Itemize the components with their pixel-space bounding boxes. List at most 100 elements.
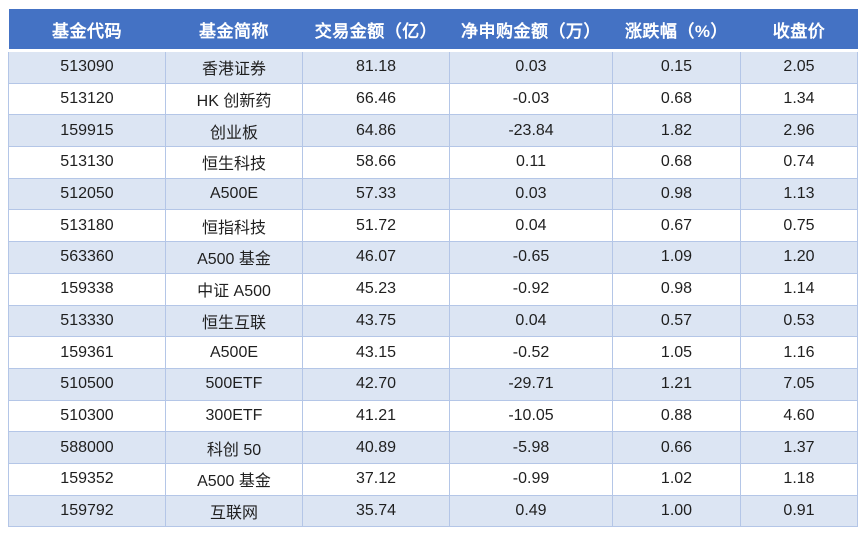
table-row: 588000 科创 50 40.89 -5.98 0.66 1.37 <box>8 431 858 464</box>
table-row: 513130 恒生科技 58.66 0.11 0.68 0.74 <box>8 146 858 179</box>
cell-trade-amount: 64.86 <box>302 114 450 148</box>
cell-trade-amount: 43.15 <box>302 336 450 369</box>
cell-net-subscription: -29.71 <box>449 367 613 401</box>
cell-fund-code: 513180 <box>8 209 166 243</box>
cell-close-price: 0.74 <box>740 146 858 179</box>
cell-fund-code: 513120 <box>8 82 166 116</box>
cell-trade-amount: 43.75 <box>302 304 450 338</box>
column-header-fund-code: 基金代码 <box>8 9 166 52</box>
cell-fund-code: 159352 <box>8 462 166 496</box>
cell-fund-name: HK 创新药 <box>165 82 303 116</box>
cell-fund-code: 563360 <box>8 241 166 274</box>
cell-trade-amount: 66.46 <box>302 82 450 116</box>
cell-trade-amount: 57.33 <box>302 177 450 211</box>
cell-fund-name: 科创 50 <box>165 431 303 464</box>
cell-change-pct: 0.98 <box>612 272 741 306</box>
cell-close-price: 1.16 <box>740 336 858 369</box>
cell-change-pct: 0.68 <box>612 146 741 179</box>
table-row: 159361 A500E 43.15 -0.52 1.05 1.16 <box>8 336 858 369</box>
cell-trade-amount: 81.18 <box>302 50 450 84</box>
cell-close-price: 1.34 <box>740 82 858 116</box>
cell-net-subscription: 0.49 <box>449 494 613 528</box>
cell-net-subscription: 0.03 <box>449 177 613 211</box>
column-header-trade-amount: 交易金额（亿） <box>302 9 450 52</box>
cell-change-pct: 0.66 <box>612 431 741 464</box>
cell-change-pct: 1.09 <box>612 241 741 274</box>
cell-fund-name: 恒生科技 <box>165 146 303 179</box>
cell-fund-name: 恒指科技 <box>165 209 303 243</box>
cell-fund-code: 159338 <box>8 272 166 306</box>
table-row: 512050 A500E 57.33 0.03 0.98 1.13 <box>8 177 858 211</box>
cell-trade-amount: 58.66 <box>302 146 450 179</box>
cell-net-subscription: -0.52 <box>449 336 613 369</box>
cell-fund-name: A500E <box>165 177 303 211</box>
table-row: 159792 互联网 35.74 0.49 1.00 0.91 <box>8 494 858 528</box>
cell-close-price: 7.05 <box>740 367 858 401</box>
cell-change-pct: 1.21 <box>612 367 741 401</box>
cell-change-pct: 1.00 <box>612 494 741 528</box>
table-row: 513120 HK 创新药 66.46 -0.03 0.68 1.34 <box>8 82 858 116</box>
cell-fund-code: 159915 <box>8 114 166 148</box>
cell-fund-name: 创业板 <box>165 114 303 148</box>
cell-change-pct: 0.88 <box>612 399 741 433</box>
cell-net-subscription: 0.04 <box>449 304 613 338</box>
cell-close-price: 1.13 <box>740 177 858 211</box>
table-row: 159352 A500 基金 37.12 -0.99 1.02 1.18 <box>8 462 858 496</box>
cell-close-price: 1.37 <box>740 431 858 464</box>
cell-change-pct: 0.98 <box>612 177 741 211</box>
cell-net-subscription: -0.65 <box>449 241 613 274</box>
cell-fund-name: 300ETF <box>165 399 303 433</box>
cell-fund-name: 互联网 <box>165 494 303 528</box>
cell-fund-name: 500ETF <box>165 367 303 401</box>
fund-table-body: 513090 香港证券 81.18 0.03 0.15 2.05 513120 HK 创新药 6… <box>8 50 858 528</box>
header-row: 基金代码 基金简称 交易金额（亿） 净申购金额（万） 涨跌幅（%） 收盘价 <box>8 9 858 52</box>
cell-net-subscription: -23.84 <box>449 114 613 148</box>
cell-fund-code: 510300 <box>8 399 166 433</box>
cell-close-price: 1.18 <box>740 462 858 496</box>
cell-close-price: 2.05 <box>740 50 858 84</box>
cell-change-pct: 1.05 <box>612 336 741 369</box>
cell-trade-amount: 51.72 <box>302 209 450 243</box>
cell-net-subscription: -0.92 <box>449 272 613 306</box>
column-header-fund-name: 基金简称 <box>165 9 303 52</box>
cell-net-subscription: 0.04 <box>449 209 613 243</box>
cell-fund-code: 510500 <box>8 367 166 401</box>
cell-fund-name: A500 基金 <box>165 462 303 496</box>
cell-fund-code: 513330 <box>8 304 166 338</box>
cell-fund-code: 159792 <box>8 494 166 528</box>
table-row: 159915 创业板 64.86 -23.84 1.82 2.96 <box>8 114 858 148</box>
cell-net-subscription: -0.99 <box>449 462 613 496</box>
cell-trade-amount: 42.70 <box>302 367 450 401</box>
column-header-net-subscription: 净申购金额（万） <box>449 9 613 52</box>
cell-trade-amount: 45.23 <box>302 272 450 306</box>
cell-close-price: 4.60 <box>740 399 858 433</box>
cell-trade-amount: 46.07 <box>302 241 450 274</box>
cell-net-subscription: -5.98 <box>449 431 613 464</box>
cell-change-pct: 1.02 <box>612 462 741 496</box>
cell-trade-amount: 40.89 <box>302 431 450 464</box>
column-header-close-price: 收盘价 <box>740 9 858 52</box>
cell-fund-name: A500 基金 <box>165 241 303 274</box>
cell-fund-code: 159361 <box>8 336 166 369</box>
cell-fund-code: 512050 <box>8 177 166 211</box>
cell-change-pct: 0.57 <box>612 304 741 338</box>
cell-change-pct: 0.68 <box>612 82 741 116</box>
cell-fund-name: 中证 A500 <box>165 272 303 306</box>
cell-close-price: 0.91 <box>740 494 858 528</box>
cell-close-price: 2.96 <box>740 114 858 148</box>
cell-fund-code: 588000 <box>8 431 166 464</box>
cell-net-subscription: -0.03 <box>449 82 613 116</box>
cell-change-pct: 0.15 <box>612 50 741 84</box>
cell-trade-amount: 35.74 <box>302 494 450 528</box>
cell-close-price: 1.14 <box>740 272 858 306</box>
cell-fund-code: 513130 <box>8 146 166 179</box>
cell-net-subscription: 0.03 <box>449 50 613 84</box>
table-row: 513180 恒指科技 51.72 0.04 0.67 0.75 <box>8 209 858 243</box>
column-header-change-pct: 涨跌幅（%） <box>612 9 741 52</box>
fund-table: 基金代码 基金简称 交易金额（亿） 净申购金额（万） 涨跌幅（%） 收盘价 513090 香… <box>8 9 858 528</box>
cell-trade-amount: 37.12 <box>302 462 450 496</box>
cell-close-price: 0.75 <box>740 209 858 243</box>
table-row: 563360 A500 基金 46.07 -0.65 1.09 1.20 <box>8 241 858 274</box>
cell-fund-name: 恒生互联 <box>165 304 303 338</box>
cell-fund-name: 香港证券 <box>165 50 303 84</box>
